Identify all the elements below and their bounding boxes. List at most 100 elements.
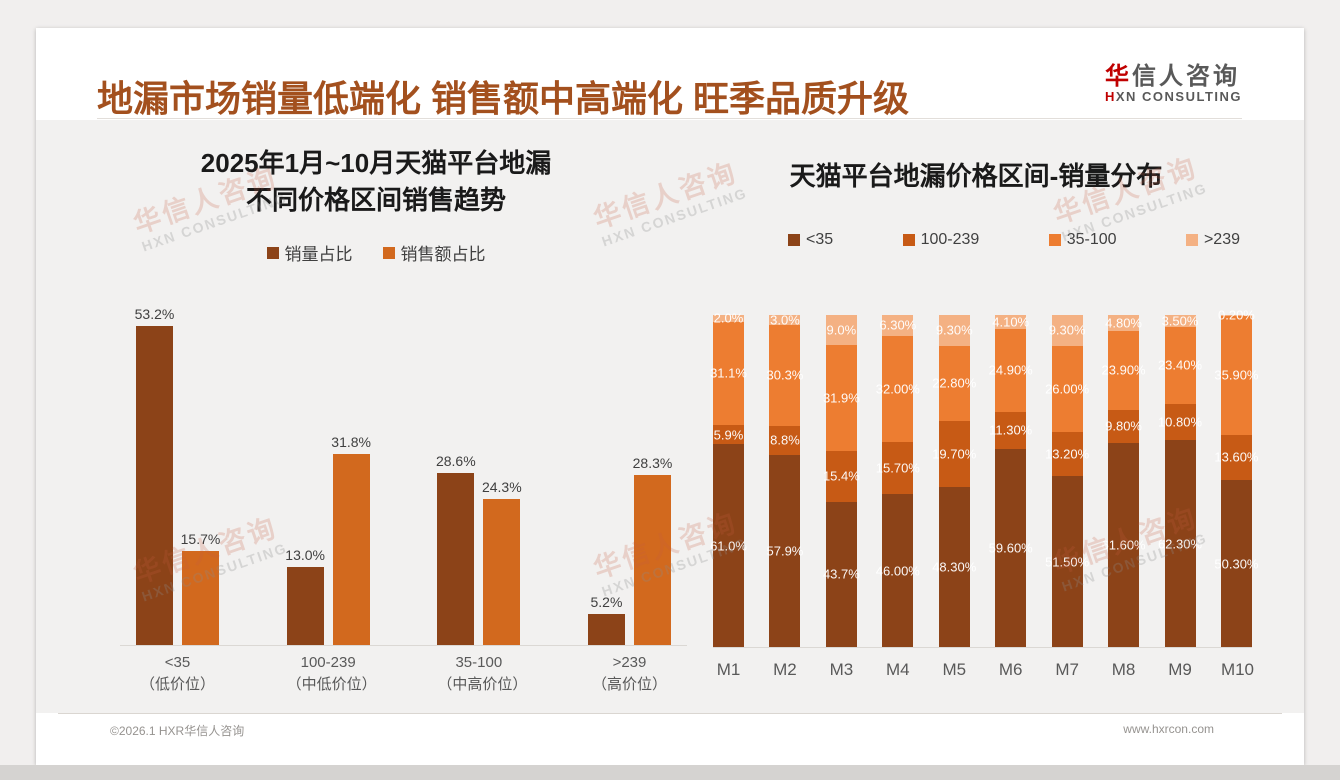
legend-item-price-100-239: 100-239 — [902, 231, 979, 249]
legend-item-price-lt35: <35 — [788, 231, 833, 249]
stacked-bar-column: 62.30% 10.80% 23.40% 3.50% — [1158, 313, 1202, 647]
segment-value-label: 24.90% — [988, 362, 1033, 378]
bar-volume-share: 53.2% — [135, 306, 174, 645]
stack-segment-price-35-100: 30.3% — [767, 324, 803, 426]
segment-value-label: 13.20% — [1045, 446, 1090, 462]
stack-segment-price-gt239: 3.0% — [769, 312, 801, 327]
bar-revenue-share: 24.3% — [482, 479, 522, 645]
stack-segment-price-100-239: 10.80% — [1158, 404, 1202, 441]
bar-revenue-share: 15.7% — [181, 531, 220, 645]
x-axis-label-tier: （中低价位） — [286, 676, 377, 693]
stack-segment-price-35-100: 24.90% — [989, 328, 1033, 412]
legend-item-price-35-100: 35-100 — [1048, 231, 1117, 249]
legend-item-price-gt239: >239 — [1185, 231, 1240, 249]
legend-label-price-lt35: <35 — [806, 231, 834, 248]
segment-value-label: 30.3% — [766, 367, 804, 383]
bar-value-label: 24.3% — [481, 479, 522, 496]
header-divider — [97, 118, 1242, 119]
bar-value-label: 5.2% — [590, 593, 623, 610]
segment-value-label: 46.00% — [875, 563, 920, 579]
x-axis-label-range: 35-100 — [455, 654, 503, 671]
x-axis-label-tier: （低价位） — [139, 676, 215, 693]
bar-group: 28.6% 24.3% — [436, 453, 522, 645]
segment-value-label: 22.80% — [932, 375, 977, 391]
stack-segment-price-35-100: 22.80% — [932, 345, 976, 422]
x-axis-label-range: >239 — [612, 654, 647, 671]
segment-value-label: 62.30% — [1157, 536, 1203, 552]
stack-segment-price-gt239: 6.30% — [879, 315, 917, 336]
stacked-bar-column: 50.30% 13.60% 35.90% 0.20% — [1214, 308, 1258, 647]
bar-value-label: 28.6% — [435, 453, 476, 470]
segment-value-label: 61.0% — [710, 538, 747, 554]
x-axis-label-tier: （中高价位） — [437, 676, 528, 693]
stack-segment-price-gt239: 2.0% — [713, 311, 744, 326]
stack-segment-price-gt239: 3.50% — [1162, 313, 1199, 328]
segment-value-label: 35.90% — [1214, 367, 1259, 383]
segment-value-label: 23.90% — [1101, 362, 1146, 378]
stack-segment-price-gt239: 9.30% — [936, 314, 973, 346]
bar-volume-share: 28.6% — [436, 453, 476, 645]
x-axis-label-tier: （高价位） — [591, 676, 667, 693]
left-chart-title-line2: 不同价格区间销售趋势 — [245, 185, 506, 215]
bar-volume-share: 13.0% — [285, 547, 325, 645]
segment-value-label: 6.30% — [879, 317, 917, 333]
left-chart-title-line1: 2025年1月~10月天猫平台地漏 — [200, 148, 552, 178]
bar-group: 5.2% 28.3% — [587, 455, 672, 645]
bar-volume-share: 5.2% — [587, 594, 625, 645]
left-chart-legend: 销量占比 销售额占比 — [96, 240, 656, 265]
stack-segment-price-100-239: 19.70% — [932, 421, 976, 487]
stack-segment-price-35-100: 32.00% — [876, 335, 920, 443]
stack-segment-price-lt35: 61.60% — [1102, 442, 1146, 647]
logo-en-rest: XN CONSULTING — [1115, 89, 1242, 105]
x-axis-label: >239 （高价位） — [588, 652, 671, 696]
footer-website: www.hxrcon.com — [1123, 722, 1214, 736]
segment-value-label: 26.00% — [1045, 381, 1090, 397]
segment-value-label: 13.60% — [1214, 449, 1259, 465]
company-logo: 华信人咨询 HXN CONSULTING — [1105, 63, 1242, 105]
bar-value-label: 28.3% — [632, 455, 673, 472]
month-label: M4 — [886, 660, 910, 679]
stack-segment-price-lt35: 57.9% — [767, 454, 803, 647]
legend-swatch-price-lt35 — [788, 234, 800, 246]
legend-label-price-gt239: >239 — [1203, 231, 1240, 248]
stack-segment-price-35-100: 26.00% — [1045, 345, 1089, 433]
right-chart-plot: 61.0% 5.9% 31.1% 2.0% 57.9% 8.8% 30.3% 3.0% 43.7… — [710, 308, 1258, 648]
logo-english: HXN CONSULTING — [1105, 90, 1242, 104]
page-title: 地漏市场销量低端化 销售额中高端化 旺季品质升级 — [97, 78, 910, 119]
window-bottom-strip — [0, 765, 1340, 780]
stack-segment-price-35-100: 31.9% — [823, 344, 860, 451]
segment-value-label: 4.10% — [992, 314, 1030, 330]
stack-segment-price-lt35: 50.30% — [1214, 480, 1258, 647]
month-label: M3 — [829, 660, 854, 679]
stack-segment-price-lt35: 48.30% — [932, 486, 976, 647]
segment-value-label: 8.8% — [770, 432, 800, 448]
bar-group: 53.2% 15.7% — [135, 306, 220, 645]
x-axis-label: 35-100 （中高价位） — [437, 652, 528, 696]
segment-value-label: 57.9% — [766, 543, 804, 559]
x-axis-label-range: <35 — [164, 654, 191, 671]
segment-value-label: 9.80% — [1105, 418, 1142, 434]
legend-item-revenue-share: 销售额占比 — [382, 240, 486, 265]
stack-segment-price-100-239: 11.30% — [989, 411, 1032, 450]
bar-revenue-share: 31.8% — [331, 434, 371, 645]
segment-value-label: 59.60% — [988, 540, 1033, 556]
bar-value-label: 31.8% — [331, 434, 372, 451]
x-axis-label-range: 100-239 — [300, 654, 356, 671]
segment-value-label: 48.30% — [932, 559, 977, 575]
stack-segment-price-100-239: 13.20% — [1045, 432, 1089, 477]
logo-cn-rest: 信人咨询 — [1131, 63, 1240, 90]
segment-value-label: 9.30% — [1048, 322, 1086, 338]
left-chart-plot: 53.2% 15.7% 13.0% 31.8% 28.6% 24.3% 5.2% 28.3% — [120, 305, 687, 646]
stack-segment-price-35-100: 31.1% — [710, 321, 747, 425]
logo-en-accent: H — [1104, 89, 1116, 105]
stack-segment-price-gt239: 9.0% — [825, 315, 857, 345]
bar-revenue-share: 28.3% — [633, 455, 672, 645]
segment-value-label: 32.00% — [875, 381, 920, 397]
legend-swatch-price-35-100 — [1048, 234, 1061, 246]
logo-chinese: 华信人咨询 — [1105, 63, 1242, 90]
month-label: M2 — [773, 660, 797, 679]
stack-segment-price-100-239: 15.4% — [823, 450, 860, 502]
stack-segment-price-gt239: 0.20% — [1218, 308, 1255, 323]
segment-value-label: 11.30% — [989, 422, 1033, 438]
stack-segment-price-lt35: 46.00% — [876, 494, 920, 647]
